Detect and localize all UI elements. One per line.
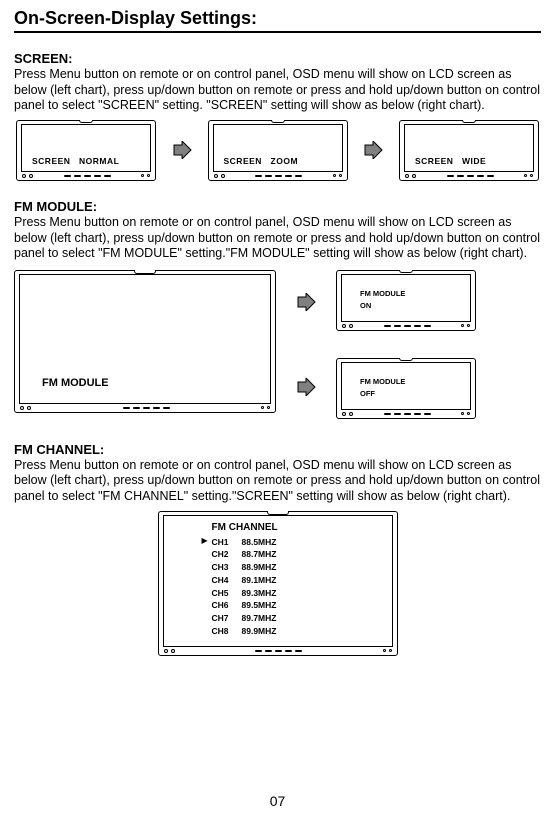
screen-heading: SCREEN: bbox=[14, 51, 541, 66]
osd-value: ON bbox=[360, 301, 371, 310]
arrow-right-icon bbox=[296, 378, 316, 396]
channel-id: CH4 bbox=[212, 574, 242, 587]
channel-id: CH8 bbox=[212, 625, 242, 638]
fm-module-off: FM MODULE OFF bbox=[336, 358, 476, 419]
fm-channel-diagram: FM CHANNEL ▶ CH188.5MHZ CH288.7MHZ CH388… bbox=[14, 511, 541, 656]
fm-module-heading: FM MODULE: bbox=[14, 199, 541, 214]
osd-label: FM MODULE bbox=[360, 377, 405, 386]
fm-channel-title: FM CHANNEL bbox=[212, 522, 278, 533]
channel-freq: 89.3MHZ bbox=[242, 588, 277, 598]
channel-row: CH589.3MHZ bbox=[212, 587, 277, 600]
osd-value: WIDE bbox=[462, 156, 486, 166]
channel-freq: 88.7MHZ bbox=[242, 549, 277, 559]
screen-mode-zoom: SCREEN ZOOM bbox=[208, 120, 348, 181]
fm-module-on: FM MODULE ON bbox=[336, 270, 476, 331]
channel-id: CH2 bbox=[212, 548, 242, 561]
fm-module-diagram: FM MODULE FM MODULE ON FM MODULE OFF bbox=[14, 268, 541, 436]
fm-module-body: Press Menu button on remote or on contro… bbox=[14, 215, 541, 262]
channel-id: CH5 bbox=[212, 587, 242, 600]
osd-value: ZOOM bbox=[271, 156, 299, 166]
osd-value: OFF bbox=[360, 389, 375, 398]
arrow-right-icon bbox=[296, 293, 316, 311]
channel-freq: 89.9MHZ bbox=[242, 626, 277, 636]
channel-row: CH388.9MHZ bbox=[212, 561, 277, 574]
channel-row: CH188.5MHZ bbox=[212, 536, 277, 549]
screen-body: Press Menu button on remote or on contro… bbox=[14, 67, 541, 114]
channel-row: CH889.9MHZ bbox=[212, 625, 277, 638]
selection-pointer-icon: ▶ bbox=[202, 536, 208, 545]
channel-freq: 89.1MHZ bbox=[242, 575, 277, 585]
screen-mode-normal: SCREEN NORMAL bbox=[16, 120, 156, 181]
fm-module-main: FM MODULE bbox=[14, 270, 276, 413]
screen-modes-row: SCREEN NORMAL SCREEN ZOOM SCREEN WIDE bbox=[14, 120, 541, 181]
channel-freq: 89.5MHZ bbox=[242, 600, 277, 610]
fm-channel-monitor: FM CHANNEL ▶ CH188.5MHZ CH288.7MHZ CH388… bbox=[158, 511, 398, 656]
osd-label: FM MODULE bbox=[42, 377, 109, 389]
screen-mode-wide: SCREEN WIDE bbox=[399, 120, 539, 181]
arrow-right-icon bbox=[363, 141, 383, 159]
channel-id: CH3 bbox=[212, 561, 242, 574]
fm-channel-heading: FM CHANNEL: bbox=[14, 442, 541, 457]
channel-row: CH489.1MHZ bbox=[212, 574, 277, 587]
title-divider bbox=[14, 31, 541, 33]
osd-label: SCREEN bbox=[224, 156, 262, 166]
channel-freq: 88.5MHZ bbox=[242, 537, 277, 547]
channel-row: CH789.7MHZ bbox=[212, 612, 277, 625]
channel-id: CH6 bbox=[212, 599, 242, 612]
channel-freq: 89.7MHZ bbox=[242, 613, 277, 623]
arrow-right-icon bbox=[172, 141, 192, 159]
osd-label: SCREEN bbox=[415, 156, 453, 166]
osd-label: SCREEN bbox=[32, 156, 70, 166]
fm-channel-list: CH188.5MHZ CH288.7MHZ CH388.9MHZ CH489.1… bbox=[212, 536, 277, 638]
osd-label: FM MODULE bbox=[360, 289, 405, 298]
channel-id: CH7 bbox=[212, 612, 242, 625]
channel-id: CH1 bbox=[212, 536, 242, 549]
page-title: On-Screen-Display Settings: bbox=[14, 8, 541, 31]
osd-value: NORMAL bbox=[79, 156, 119, 166]
channel-freq: 88.9MHZ bbox=[242, 562, 277, 572]
page-number: 07 bbox=[270, 793, 286, 809]
channel-row: CH689.5MHZ bbox=[212, 599, 277, 612]
fm-channel-body: Press Menu button on remote or on contro… bbox=[14, 458, 541, 505]
channel-row: CH288.7MHZ bbox=[212, 548, 277, 561]
